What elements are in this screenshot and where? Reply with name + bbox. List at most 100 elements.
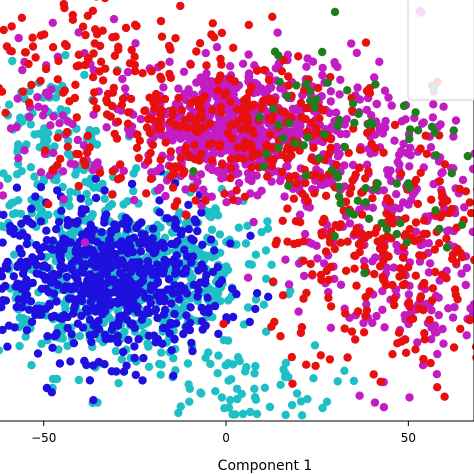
data-point-series-3 — [341, 309, 350, 318]
data-point-series-0 — [21, 332, 30, 341]
data-point-series-0 — [196, 388, 205, 397]
data-point-series-1 — [97, 292, 106, 301]
data-point-series-3 — [146, 174, 156, 183]
data-point-series-0 — [250, 369, 259, 378]
data-point-series-3 — [408, 314, 418, 323]
data-point-series-0 — [11, 209, 20, 218]
data-point-series-3 — [442, 234, 451, 243]
data-point-series-2 — [404, 290, 414, 299]
data-point-series-1 — [170, 334, 179, 344]
data-point-series-2 — [196, 73, 205, 82]
data-point-series-3 — [268, 111, 277, 121]
data-point-series-2 — [336, 280, 346, 289]
data-point-series-4 — [361, 184, 370, 193]
data-point-series-3 — [299, 256, 308, 265]
data-point-series-1 — [134, 335, 143, 344]
data-point-series-3 — [186, 98, 195, 108]
data-point-series-0 — [217, 393, 227, 402]
data-point-series-3 — [239, 96, 249, 105]
data-point-series-1 — [28, 220, 37, 229]
data-point-series-3 — [307, 154, 316, 164]
data-point-series-2 — [439, 339, 448, 348]
data-point-series-4 — [274, 51, 283, 60]
data-point-series-2 — [384, 171, 393, 180]
data-point-series-1 — [77, 296, 87, 306]
data-point-series-3 — [74, 61, 84, 70]
data-point-series-4 — [333, 173, 342, 182]
data-point-series-3 — [226, 154, 236, 164]
data-point-series-1 — [66, 357, 75, 366]
data-point-series-3 — [112, 67, 122, 76]
data-point-series-3 — [168, 183, 178, 192]
data-point-series-3 — [379, 248, 388, 257]
data-point-series-3 — [390, 294, 399, 303]
data-point-series-4 — [463, 151, 472, 161]
data-point-series-1 — [139, 289, 148, 298]
data-point-series-2 — [406, 196, 416, 205]
data-point-series-4 — [343, 86, 352, 95]
data-point-series-2 — [73, 135, 83, 145]
data-point-series-1 — [0, 210, 8, 220]
data-point-series-4 — [320, 129, 329, 139]
data-point-series-2 — [372, 99, 381, 109]
data-point-series-1 — [182, 289, 192, 298]
data-point-series-4 — [396, 218, 405, 228]
data-point-series-2 — [359, 318, 368, 328]
data-point-series-1 — [118, 256, 127, 265]
data-point-series-2 — [291, 105, 300, 115]
data-point-series-3 — [367, 139, 376, 149]
data-point-series-0 — [183, 359, 193, 368]
data-point-series-1 — [138, 376, 147, 385]
data-point-series-1 — [124, 335, 133, 344]
data-point-series-4 — [405, 134, 414, 144]
data-point-series-3 — [370, 269, 379, 279]
data-point-series-2 — [14, 154, 23, 163]
data-point-series-3 — [144, 156, 153, 166]
data-point-series-1 — [106, 235, 115, 245]
data-point-series-3 — [301, 178, 310, 188]
data-point-series-4 — [350, 118, 359, 128]
data-point-series-1 — [181, 264, 191, 273]
data-point-series-2 — [202, 69, 211, 78]
data-point-series-1 — [170, 309, 179, 319]
data-point-series-0 — [207, 225, 217, 234]
data-point-series-1 — [171, 269, 180, 278]
data-point-series-2 — [18, 65, 27, 75]
data-point-series-3 — [226, 121, 235, 130]
data-point-series-2 — [406, 143, 415, 152]
data-point-series-3 — [437, 188, 447, 198]
data-point-series-1 — [146, 285, 156, 295]
data-point-series-3 — [352, 281, 361, 290]
data-point-series-1 — [153, 313, 162, 323]
data-point-series-2 — [212, 42, 222, 52]
data-point-series-4 — [457, 220, 467, 229]
data-point-series-0 — [220, 404, 229, 413]
data-point-series-3 — [161, 138, 170, 147]
data-point-series-1 — [163, 214, 172, 223]
data-point-series-1 — [6, 227, 15, 236]
data-point-series-3 — [343, 237, 352, 246]
data-point-series-2 — [25, 112, 34, 122]
data-point-series-2 — [380, 323, 389, 332]
data-point-series-4 — [334, 192, 344, 201]
data-point-series-0 — [250, 384, 259, 393]
data-point-series-0 — [215, 230, 225, 239]
data-point-series-3 — [277, 167, 287, 176]
data-point-series-1 — [213, 262, 223, 272]
data-point-series-1 — [176, 230, 186, 239]
data-point-series-3 — [44, 199, 53, 209]
data-point-series-4 — [283, 92, 292, 101]
data-point-series-3 — [21, 48, 30, 57]
data-point-series-2 — [332, 108, 341, 117]
data-point-series-2 — [326, 97, 335, 106]
data-point-series-1 — [70, 304, 79, 313]
data-point-series-1 — [22, 239, 32, 249]
data-point-series-2 — [48, 18, 57, 27]
data-point-series-3 — [296, 218, 305, 227]
data-point-series-3 — [419, 216, 429, 225]
data-point-series-2 — [118, 74, 127, 84]
data-point-series-1 — [55, 314, 64, 323]
data-point-series-3 — [195, 96, 205, 105]
data-point-series-3 — [312, 124, 321, 133]
data-point-series-3 — [70, 93, 80, 103]
